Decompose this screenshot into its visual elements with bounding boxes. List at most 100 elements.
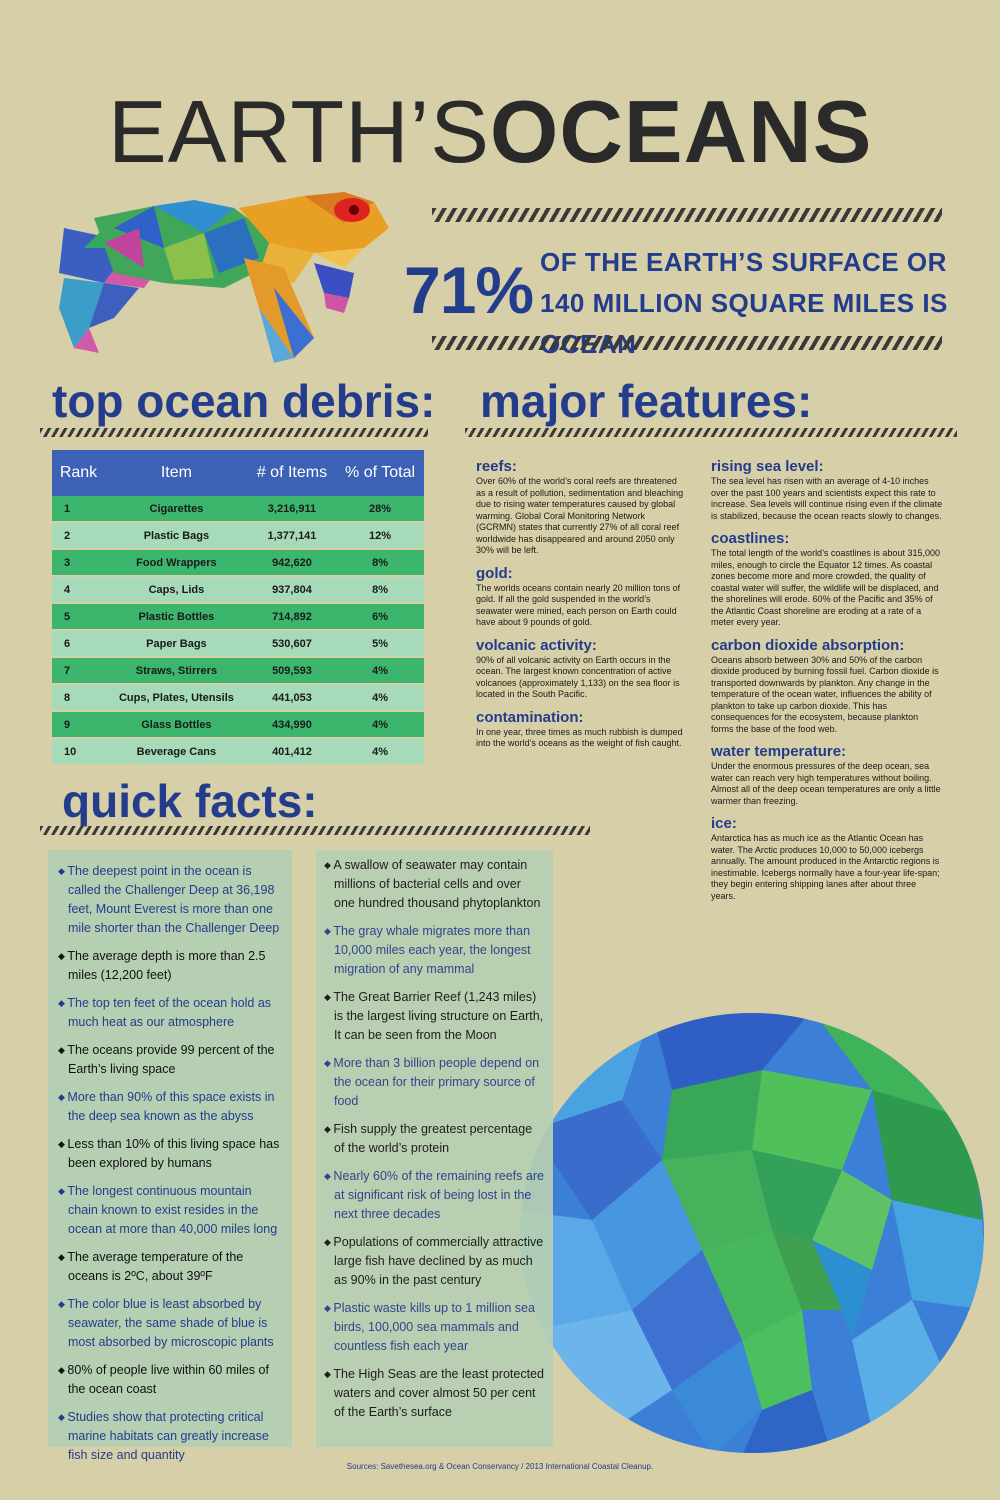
fact-item: ◆ Fish supply the greatest percentage of… xyxy=(322,1120,545,1158)
page-title: EARTH’SOCEANS xyxy=(108,88,872,176)
cell-item: Paper Bags xyxy=(105,630,248,658)
cell-item: Glass Bottles xyxy=(105,711,248,739)
feature-heading: water temperature: xyxy=(711,743,847,760)
fact-item: ◆ The longest continuous mountain chain … xyxy=(56,1182,284,1239)
fact-text: Populations of commercially attractive l… xyxy=(333,1235,544,1287)
table-row: 10 Beverage Cans 401,412 4% xyxy=(52,738,424,766)
feature-heading: rising sea level: xyxy=(711,458,824,475)
fact-item: ◆ More than 3 billion people depend on t… xyxy=(322,1054,545,1111)
fact-item: ◆ Nearly 60% of the remaining reefs are … xyxy=(322,1167,545,1224)
facts-right-box: ◆ A swallow of seawater may contain mill… xyxy=(316,850,553,1447)
cell-pct: 6% xyxy=(336,603,424,631)
fact-text: More than 90% of this space exists in th… xyxy=(67,1090,275,1123)
header-item: Item xyxy=(105,450,248,496)
cell-pct: 12% xyxy=(336,522,424,550)
fact-item: ◆ The deepest point in the ocean is call… xyxy=(56,862,284,938)
feature-text: The sea level has risen with an average … xyxy=(711,476,943,521)
headline-hatch-top xyxy=(432,208,942,222)
cell-rank: 1 xyxy=(52,496,105,523)
fact-text: Less than 10% of this living space has b… xyxy=(67,1137,280,1170)
table-row: 3 Food Wrappers 942,620 8% xyxy=(52,549,424,577)
fact-text: Fish supply the greatest percentage of t… xyxy=(333,1122,533,1155)
cell-rank: 3 xyxy=(52,549,105,577)
diamond-bullet-icon: ◆ xyxy=(58,998,68,1008)
fact-text: Plastic waste kills up to 1 million sea … xyxy=(333,1301,535,1353)
diamond-bullet-icon: ◆ xyxy=(58,1186,68,1196)
diamond-bullet-icon: ◆ xyxy=(324,1124,334,1134)
diamond-bullet-icon: ◆ xyxy=(324,1303,334,1313)
debris-table: Rank Item # of Items % of Total 1 Cigaret… xyxy=(52,450,424,766)
fact-text: The gray whale migrates more than 10,000… xyxy=(333,924,531,976)
facts-heading: quick facts: xyxy=(62,775,318,827)
fact-item: ◆ The average depth is more than 2.5 mil… xyxy=(56,947,284,985)
fact-item: ◆ The oceans provide 99 percent of the E… xyxy=(56,1041,284,1079)
header-count: # of Items xyxy=(247,450,337,496)
fact-text: Nearly 60% of the remaining reefs are at… xyxy=(333,1169,544,1221)
fact-text: A swallow of seawater may contain millio… xyxy=(333,858,541,910)
diamond-bullet-icon: ◆ xyxy=(58,1045,68,1055)
diamond-bullet-icon: ◆ xyxy=(324,860,334,870)
diamond-bullet-icon: ◆ xyxy=(324,1369,334,1379)
diamond-bullet-icon: ◆ xyxy=(58,866,68,876)
cell-item: Plastic Bags xyxy=(105,522,248,550)
fact-text: The average depth is more than 2.5 miles… xyxy=(67,949,266,982)
fact-text: The Great Barrier Reef (1,243 miles) is … xyxy=(333,990,544,1042)
fact-item: ◆ The average temperature of the oceans … xyxy=(56,1248,284,1286)
header-rank: Rank xyxy=(52,450,105,496)
facts-rule xyxy=(40,826,590,835)
header-pct: % of Total xyxy=(336,450,424,496)
cell-pct: 8% xyxy=(336,549,424,577)
fact-text: The oceans provide 99 percent of the Ear… xyxy=(67,1043,275,1076)
feature-text: Under the enormous pressures of the deep… xyxy=(711,761,941,806)
feature-text: The total length of the world’s coastlin… xyxy=(711,548,940,627)
fact-item: ◆ The top ten feet of the ocean hold as … xyxy=(56,994,284,1032)
cell-item: Food Wrappers xyxy=(105,549,248,577)
cell-item: Caps, Lids xyxy=(105,576,248,604)
cell-count: 509,593 xyxy=(247,657,337,685)
fact-item: ◆ The Great Barrier Reef (1,243 miles) i… xyxy=(322,988,545,1045)
cell-item: Cigarettes xyxy=(105,496,248,523)
diamond-bullet-icon: ◆ xyxy=(58,1092,68,1102)
feature-block: ice: Antarctica has as much ice as the At… xyxy=(711,815,943,902)
sources-text: Sources: Savethesea.org & Ocean Conserva… xyxy=(346,1462,654,1471)
feature-block: rising sea level: The sea level has risen… xyxy=(711,458,943,522)
headline-hatch-bottom xyxy=(432,336,942,350)
cell-pct: 5% xyxy=(336,630,424,658)
feature-block: volcanic activity: 90% of all volcanic ac… xyxy=(476,637,684,701)
feature-block: coastlines: The total length of the world… xyxy=(711,530,943,629)
cell-rank: 10 xyxy=(52,738,105,766)
feature-text: The worlds oceans contain nearly 20 mill… xyxy=(476,582,681,628)
feature-heading: ice: xyxy=(711,815,737,832)
table-row: 1 Cigarettes 3,216,911 28% xyxy=(52,496,424,523)
diamond-bullet-icon: ◆ xyxy=(58,1252,68,1262)
fact-text: The longest continuous mountain chain kn… xyxy=(67,1184,278,1236)
fact-item: ◆ 80% of people live within 60 miles of … xyxy=(56,1361,284,1399)
cell-pct: 4% xyxy=(336,684,424,712)
diamond-bullet-icon: ◆ xyxy=(324,926,334,936)
cell-count: 441,053 xyxy=(247,684,337,712)
cell-count: 937,804 xyxy=(247,576,337,604)
cell-item: Beverage Cans xyxy=(105,738,248,766)
diamond-bullet-icon: ◆ xyxy=(324,1058,334,1068)
diamond-bullet-icon: ◆ xyxy=(58,1139,68,1149)
feature-heading: reefs: xyxy=(476,458,517,475)
cell-rank: 8 xyxy=(52,684,105,712)
diamond-bullet-icon: ◆ xyxy=(324,992,334,1002)
diamond-bullet-icon: ◆ xyxy=(324,1171,334,1181)
fact-item: ◆ A swallow of seawater may contain mill… xyxy=(322,856,545,913)
fact-item: ◆ Populations of commercially attractive… xyxy=(322,1233,545,1290)
cell-pct: 4% xyxy=(336,657,424,685)
table-row: 9 Glass Bottles 434,990 4% xyxy=(52,711,424,739)
feature-text: Over 60% of the world’s coral reefs are … xyxy=(476,476,684,555)
fact-item: ◆ Less than 10% of this living space has… xyxy=(56,1135,284,1173)
diamond-bullet-icon: ◆ xyxy=(58,1299,68,1309)
feature-heading: carbon dioxide absorption: xyxy=(711,636,905,654)
features-rule xyxy=(465,428,957,437)
cell-rank: 9 xyxy=(52,711,105,739)
cell-item: Straws, Stirrers xyxy=(105,657,248,685)
table-header-row: Rank Item # of Items % of Total xyxy=(52,450,424,496)
table-row: 6 Paper Bags 530,607 5% xyxy=(52,630,424,658)
fact-text: More than 3 billion people depend on the… xyxy=(333,1056,540,1108)
diamond-bullet-icon: ◆ xyxy=(58,1365,68,1375)
cell-pct: 4% xyxy=(336,711,424,739)
